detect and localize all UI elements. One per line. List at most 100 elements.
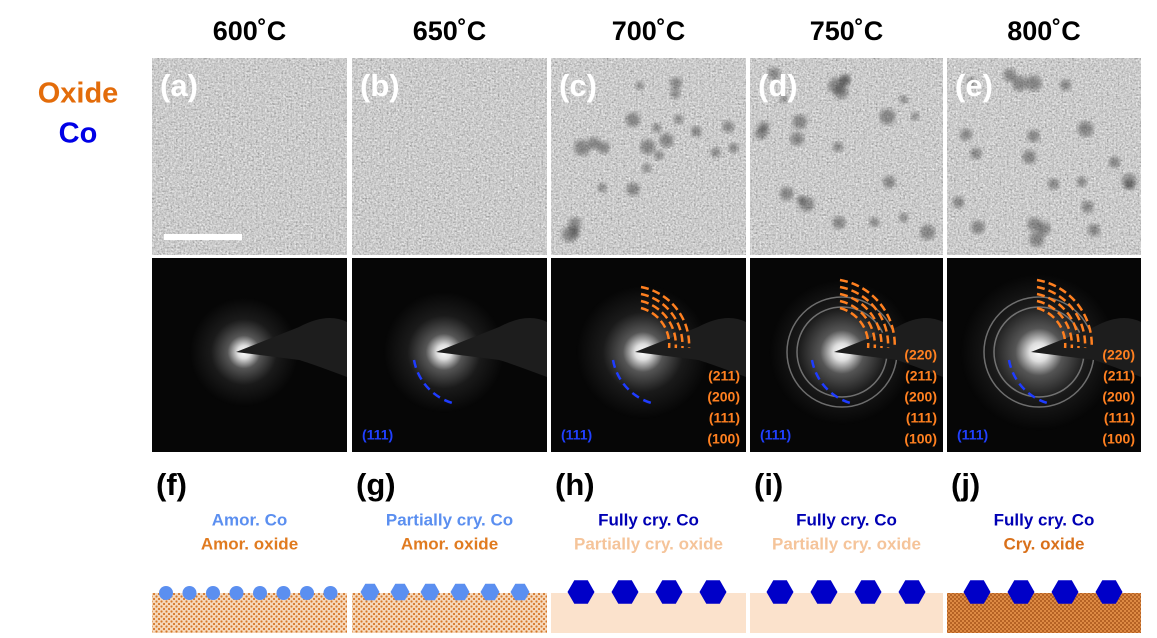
nanoparticle (673, 114, 684, 124)
oxide-ring-arc (640, 292, 684, 349)
nanoparticle (952, 196, 965, 209)
nanoparticle (1077, 121, 1094, 137)
panel-label: (d) (758, 68, 798, 103)
nanoparticle (879, 108, 896, 125)
oxide-index: (111) (709, 410, 740, 426)
co-index: (111) (561, 427, 592, 443)
beam-stopper (236, 318, 347, 377)
oxide-index: (100) (904, 431, 937, 447)
oxide-index: (200) (904, 389, 937, 405)
beam-stopper (635, 318, 746, 377)
co-state: Amor. Co (212, 510, 288, 529)
co-particle (655, 580, 683, 604)
nanoparticle (642, 163, 652, 173)
nanoparticle (970, 147, 982, 160)
co-index: (111) (760, 427, 791, 443)
co-state: Fully cry. Co (796, 510, 897, 529)
nanoparticle (1081, 200, 1094, 213)
co-state: Partially cry. Co (386, 510, 513, 529)
nanoparticle (1012, 75, 1028, 92)
nanoparticle (920, 224, 935, 240)
co-particle (480, 583, 500, 601)
temperature: 650˚C (413, 16, 487, 46)
oxide-index: (211) (905, 368, 937, 384)
co-particle (390, 583, 410, 601)
temperature: 800˚C (1007, 16, 1081, 46)
nanoparticle (690, 126, 702, 137)
tem-image (152, 58, 347, 255)
oxide-index: (111) (906, 410, 937, 426)
oxide-index: (200) (1102, 389, 1135, 405)
panel-label: (c) (559, 68, 597, 103)
oxide-index: (100) (707, 431, 740, 447)
co-particle (206, 586, 220, 600)
nanoparticle (779, 186, 794, 201)
nanoparticle (971, 220, 985, 234)
co-particle (159, 586, 173, 600)
nanoparticle (587, 137, 601, 150)
nanoparticle (626, 182, 640, 196)
oxide-ring-arc (1036, 299, 1074, 349)
panel-label: (f) (156, 467, 187, 502)
oxide-index: (200) (707, 389, 740, 405)
legend-co: Co (59, 118, 98, 150)
nanoparticle (768, 67, 781, 80)
nanoparticle (652, 123, 662, 133)
nanoparticle (839, 75, 850, 87)
nanoparticle (790, 132, 804, 146)
temperature: 600˚C (213, 16, 287, 46)
co-particle (567, 580, 595, 604)
oxide-ring-arc (839, 306, 870, 349)
co-state: Fully cry. Co (994, 510, 1095, 529)
nanoparticle (792, 114, 808, 129)
oxide-index: (211) (1103, 368, 1135, 384)
nanoparticle (832, 141, 844, 152)
legend-oxide: Oxide (38, 78, 119, 110)
oxide-ring-arc (839, 285, 890, 349)
co-particle (360, 583, 380, 601)
co-ring-arc (1007, 359, 1052, 406)
co-particle (300, 586, 314, 600)
nanoparticle (899, 95, 908, 104)
nanoparticle (659, 133, 674, 148)
panel-label: (e) (955, 68, 993, 103)
oxide-layer (352, 593, 547, 633)
nanoparticle (832, 216, 846, 230)
nanoparticle (1059, 79, 1072, 91)
oxide-ring-arc (640, 285, 691, 349)
co-particle (1051, 580, 1079, 604)
panel-label: (h) (555, 467, 595, 502)
nanoparticle (597, 141, 610, 154)
oxide-index: (111) (1104, 410, 1135, 426)
nanoparticle (625, 112, 641, 127)
nanoparticle (1022, 150, 1037, 164)
nanoparticle (779, 94, 788, 103)
oxide-index: (220) (904, 347, 937, 363)
co-particle (1007, 580, 1035, 604)
oxide-state: Cry. oxide (1004, 534, 1085, 553)
nanoparticle (869, 217, 880, 228)
co-particle (253, 586, 267, 600)
nanoparticle (635, 81, 645, 90)
temperature: 700˚C (612, 16, 686, 46)
co-particle (699, 580, 727, 604)
nanoparticle (1124, 180, 1134, 190)
co-ring-arc (611, 359, 656, 406)
panel-label: (a) (160, 68, 198, 103)
oxide-ring-arc (839, 299, 877, 349)
oxide-index: (220) (1102, 347, 1135, 363)
nanoparticle (1047, 178, 1060, 190)
oxide-state: Partially cry. oxide (574, 534, 723, 553)
panel-label: (g) (356, 467, 396, 502)
nanoparticle (799, 196, 815, 212)
co-particle (611, 580, 639, 604)
nanoparticle (574, 139, 590, 156)
oxide-index: (100) (1102, 431, 1135, 447)
oxide-layer (152, 593, 347, 633)
panel-label: (j) (951, 467, 980, 502)
co-particle (510, 583, 530, 601)
oxide-ring-arc (1036, 285, 1087, 349)
oxide-ring-arc (839, 292, 883, 349)
nanoparticle (722, 121, 734, 133)
